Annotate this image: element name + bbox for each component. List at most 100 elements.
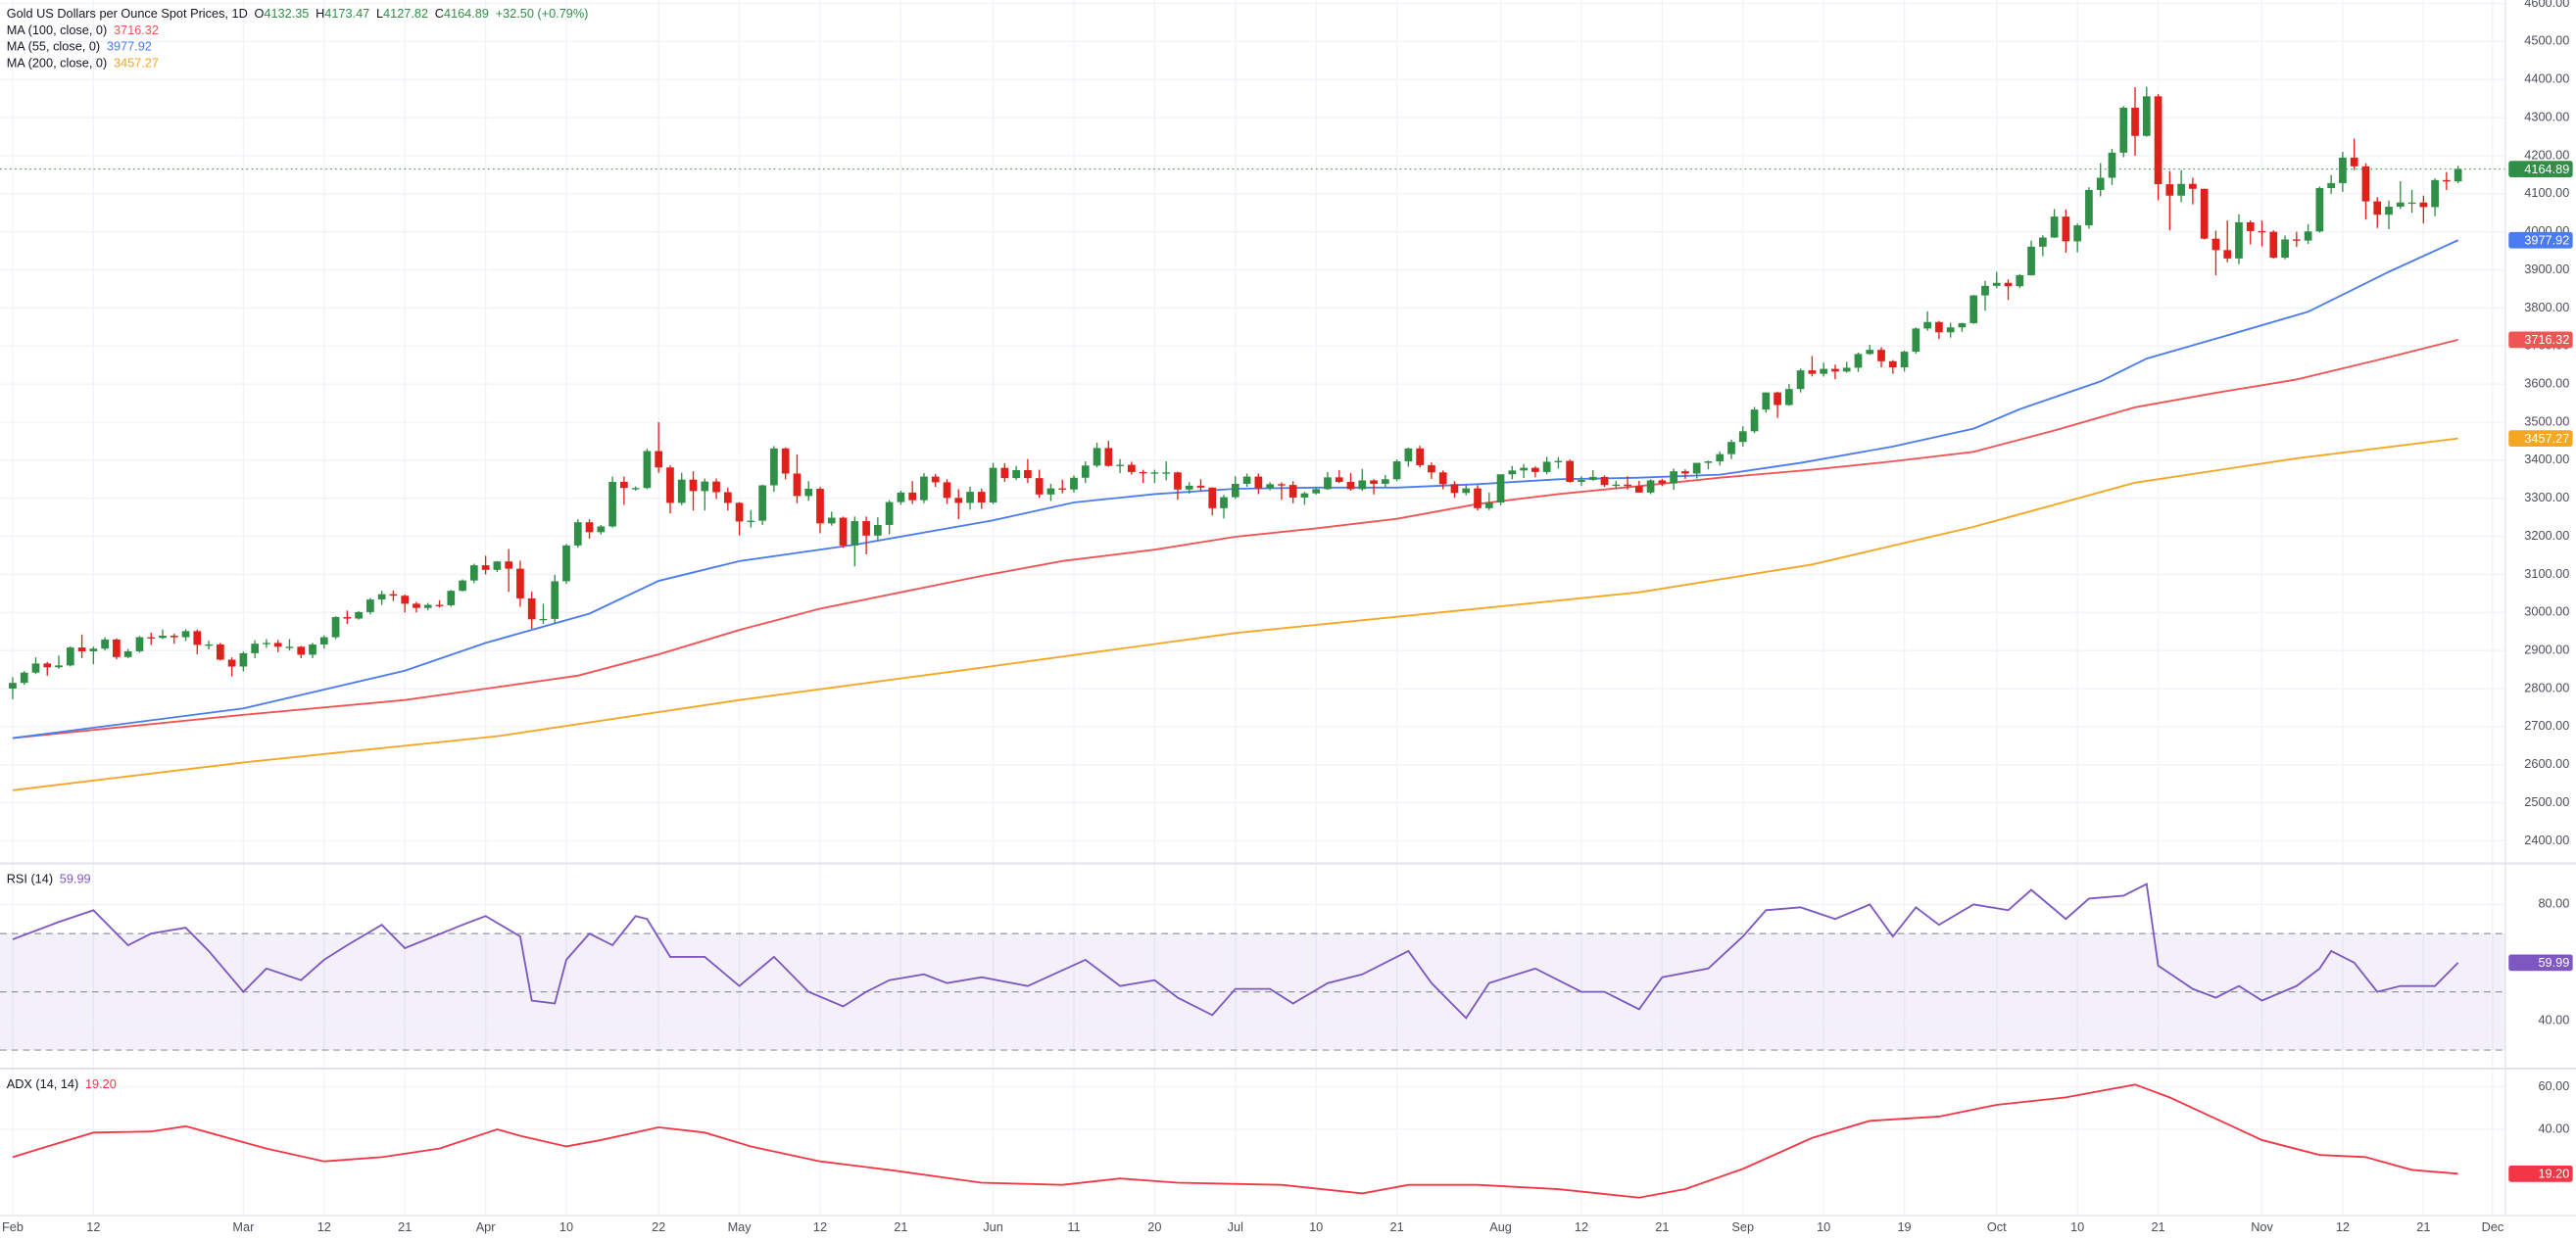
candle-body	[239, 652, 248, 667]
x-tick-label: Mar	[232, 1219, 255, 1234]
candle-body	[1554, 460, 1563, 462]
candle-body	[263, 643, 270, 644]
candle-body	[816, 489, 824, 524]
candle-body	[1946, 327, 1955, 333]
candle-body	[1162, 472, 1171, 474]
candle-body	[2177, 183, 2185, 196]
candle-body	[989, 467, 997, 502]
candle-body	[1220, 497, 1228, 508]
candle-body	[159, 636, 167, 639]
candle-body	[2142, 96, 2151, 136]
candle-body	[1704, 461, 1713, 463]
candle-body	[758, 485, 766, 521]
candle-body	[1462, 488, 1471, 494]
candle-body	[1866, 350, 1874, 355]
y-tick-label: 40.00	[2538, 1121, 2569, 1135]
candle-body	[1796, 370, 1805, 390]
candle-body	[469, 565, 478, 581]
candle-body	[1058, 488, 1067, 490]
legend-entry: MA (100, close, 0) 3716.32	[7, 23, 159, 37]
candle-body	[1450, 484, 1459, 494]
y-tick-label: 80.00	[2538, 896, 2569, 911]
candle-body	[113, 639, 121, 657]
y-tick-label: 3100.00	[2524, 566, 2569, 581]
indicator-line	[12, 239, 2459, 740]
indicator-line	[12, 883, 2459, 1020]
candle-body	[1738, 431, 1747, 443]
candle-body	[1300, 493, 1309, 498]
candle-body	[2108, 152, 2116, 178]
candle-body	[1820, 368, 1828, 374]
candle-body	[1428, 464, 1435, 473]
candle-body	[1139, 471, 1147, 474]
candle-body	[135, 637, 144, 651]
value-badge-label: 3457.27	[2524, 431, 2569, 446]
legend-value: 19.20	[85, 1076, 117, 1091]
y-tick-label: 4200.00	[2524, 147, 2569, 162]
candle-body	[1762, 392, 1771, 410]
x-tick-label: 11	[1067, 1219, 1080, 1234]
y-tick-label: 2800.00	[2524, 680, 2569, 694]
candle-body	[1116, 464, 1124, 466]
value-badge-label: 3716.32	[2524, 332, 2569, 347]
candle-body	[1624, 484, 1631, 487]
candle-body	[977, 492, 986, 502]
candle-body	[2246, 221, 2255, 231]
candle-body	[2223, 250, 2232, 259]
candle-body	[677, 479, 686, 503]
candle-body	[1854, 354, 1863, 368]
candle-body	[862, 521, 870, 536]
chart-title: Gold US Dollars per Ounce Spot Prices, 1…	[7, 6, 248, 21]
candle-body	[2385, 207, 2393, 215]
candle-body	[1404, 448, 1413, 462]
candle-body	[1634, 486, 1643, 493]
candle-body	[2073, 225, 2082, 242]
y-tick-label: 3200.00	[2524, 528, 2569, 543]
legend-name: MA (100, close, 0)	[7, 23, 108, 37]
candle-body	[793, 473, 802, 497]
candle-body	[1046, 488, 1055, 495]
y-tick-label: 2700.00	[2524, 718, 2569, 733]
candle-body	[216, 644, 224, 660]
x-tick-label: 10	[1817, 1219, 1830, 1234]
candle-body	[1784, 389, 1793, 406]
legend-name: MA (55, close, 0)	[7, 39, 100, 54]
candle-body	[377, 594, 386, 600]
candle-body	[2454, 168, 2462, 182]
candle-body	[585, 522, 594, 533]
candle-body	[2154, 96, 2163, 185]
y-tick-label: 3300.00	[2524, 490, 2569, 504]
candle-body	[1231, 483, 1239, 498]
x-tick-label: Oct	[1987, 1219, 2007, 1234]
candle-body	[562, 545, 570, 582]
candle-body	[2085, 189, 2093, 226]
candle-body	[413, 603, 420, 608]
candle-body	[2235, 221, 2243, 259]
candle-body	[77, 647, 86, 651]
candle-body	[966, 492, 974, 503]
x-tick-label: 21	[398, 1219, 412, 1234]
candle-body	[851, 521, 859, 546]
candle-body	[1438, 472, 1447, 485]
candle-body	[2361, 166, 2370, 202]
legend-value: 3716.32	[114, 23, 159, 37]
candle-body	[1127, 464, 1136, 472]
candle-body	[2050, 216, 2059, 238]
indicator-line	[12, 1083, 2458, 1199]
ohlc-label: C	[435, 6, 444, 21]
value-badge	[2508, 430, 2573, 447]
x-tick-label: Aug	[1489, 1219, 1512, 1234]
candle-body	[1578, 480, 1585, 483]
candle-body	[1484, 501, 1493, 508]
candle-body	[1969, 295, 1978, 323]
candle-body	[527, 597, 536, 620]
candle-body	[309, 644, 316, 655]
candle-body	[493, 561, 502, 570]
x-tick-label: 10	[1309, 1219, 1323, 1234]
candle-body	[747, 520, 755, 522]
candle-body	[1727, 442, 1735, 454]
candle-body	[1542, 461, 1551, 472]
y-tick-label: 3900.00	[2524, 262, 2569, 276]
